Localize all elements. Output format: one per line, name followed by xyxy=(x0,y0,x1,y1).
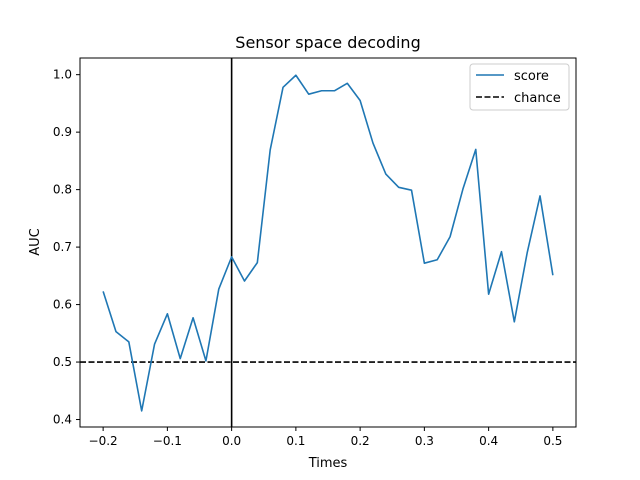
legend: score chance xyxy=(469,63,570,111)
chart-title: Sensor space decoding xyxy=(235,33,420,52)
x-tick-label: 0.1 xyxy=(286,434,305,448)
x-axis: −0.2 −0.1 0.0 0.1 0.2 0.3 0.4 0.5 xyxy=(89,427,562,448)
y-axis: 0.4 0.5 0.6 0.7 0.8 0.9 1.0 xyxy=(53,68,80,427)
y-axis-label: AUC xyxy=(28,228,43,256)
axes-frame xyxy=(79,57,577,428)
plot-area xyxy=(80,58,576,427)
x-tick-label: 0.4 xyxy=(479,434,498,448)
legend-label-score: score xyxy=(514,69,549,84)
score-series-line xyxy=(102,74,554,412)
x-tick-label: 0.2 xyxy=(351,434,370,448)
x-tick-label: 0.0 xyxy=(222,434,241,448)
x-tick-label: 0.3 xyxy=(415,434,434,448)
y-tick-label: 0.8 xyxy=(53,183,72,197)
x-tick-label: 0.5 xyxy=(543,434,562,448)
y-tick-label: 0.9 xyxy=(53,125,72,139)
legend-label-chance: chance xyxy=(514,91,561,106)
y-tick-label: 0.4 xyxy=(53,413,72,427)
x-axis-label: Times xyxy=(308,456,348,471)
x-tick-label: −0.1 xyxy=(153,434,182,448)
y-tick-label: 0.7 xyxy=(53,240,72,254)
y-tick-label: 0.5 xyxy=(53,355,72,369)
x-tick-label: −0.2 xyxy=(89,434,118,448)
y-tick-label: 0.6 xyxy=(53,298,72,312)
y-tick-label: 1.0 xyxy=(53,68,72,82)
